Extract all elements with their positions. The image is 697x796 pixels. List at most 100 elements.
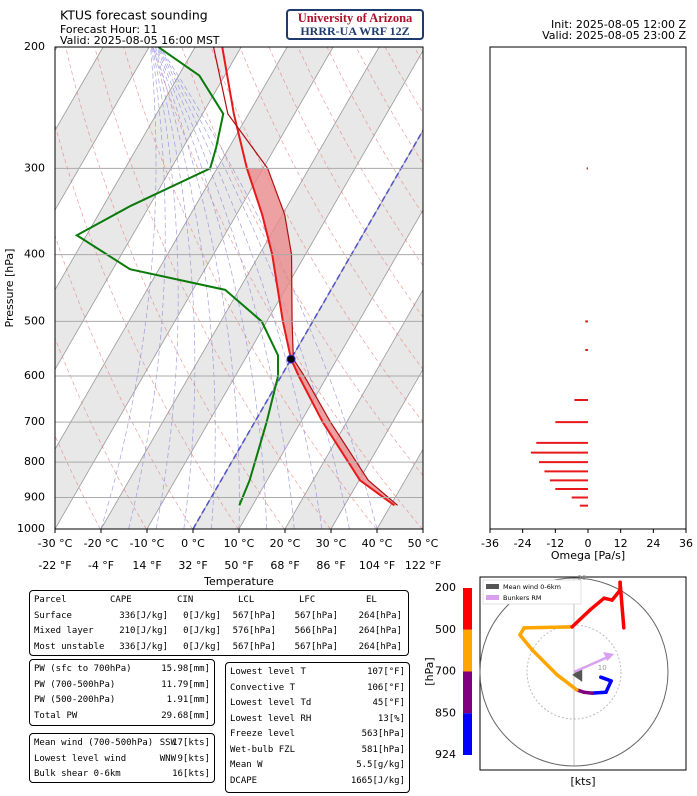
isotherm: [469, 47, 697, 529]
table-cell: 581[hPa]: [361, 744, 405, 755]
hodo-segment: [570, 608, 592, 629]
bunkers-head: [603, 652, 615, 662]
isotherm: [100, 47, 380, 529]
table-cell: 29.68[mm]: [161, 710, 210, 721]
plot-frame: [489, 46, 687, 530]
x-tick-label: 24: [646, 537, 660, 550]
dry-adiabat: [55, 234, 193, 529]
dry-adiabat: [355, 47, 423, 165]
table-cell: PW (sfc to 700hPa): [34, 664, 132, 674]
table-cell: 17[kts]: [172, 738, 210, 748]
x-tick-label: -24: [514, 537, 532, 550]
table-cell: 210[J/kg]: [119, 626, 168, 636]
y-axis-label: Pressure [hPa]: [3, 249, 16, 328]
table-row: Lowest level wind WNW 9[kts]: [30, 751, 214, 767]
x-axis-label: Temperature: [203, 575, 274, 588]
table-cell: 15.98[mm]: [161, 664, 210, 674]
dry-adiabat: [297, 47, 423, 267]
y-tick-label: 700: [24, 415, 45, 428]
x2-tick-label: 32 °F: [178, 559, 207, 572]
x-tick-label: -10 °C: [130, 537, 165, 550]
x-tick-label: -36: [481, 537, 499, 550]
x-tick-label: -12: [546, 537, 564, 550]
x-tick-label: 50 °C: [408, 537, 439, 550]
table-cell: 563[hPa]: [361, 729, 405, 739]
legend-label: Bunkers RM: [503, 594, 541, 602]
ring-label: 10: [598, 664, 607, 672]
hodo-segment: [604, 679, 613, 694]
x2-tick-label: 68 °F: [270, 559, 299, 572]
dry-adiabat: [65, 47, 285, 529]
table-cell: LCL: [238, 595, 255, 605]
table-row: Most unstable 336[J/kg] 0[J/kg] 567[hPa] 567…: [30, 639, 408, 655]
table-cell: 9[kts]: [177, 753, 210, 764]
colorbar-tick-label: 200: [435, 581, 456, 594]
hodo-segment: [618, 580, 626, 630]
table-cell: 264[hPa]: [358, 610, 402, 621]
table-cell: 1.91[mm]: [166, 695, 210, 705]
model: HRRR-UA WRF 12Z: [300, 24, 409, 38]
table-row: Total PW 29.68[mm]: [30, 708, 214, 724]
legend-swatch: [486, 584, 499, 589]
title: KTUS forecast sounding: [60, 8, 208, 23]
x-tick-label: 36: [679, 537, 693, 550]
table-cell: 45[°F]: [372, 698, 405, 708]
table-cell: 336[J/kg]: [119, 610, 168, 621]
lcl-point: [286, 354, 296, 364]
table-cell: 107[°F]: [367, 667, 405, 677]
table-cell: Freeze level: [230, 729, 296, 739]
mean-wind-marker: [572, 667, 583, 682]
dry-adiabat: [588, 47, 697, 529]
table-cell: 567[hPa]: [232, 610, 276, 621]
hodo-frame: [479, 576, 687, 771]
table-row: Mean W 5.5[g/kg]: [226, 757, 409, 773]
table-cell: 0[J/kg]: [183, 641, 221, 652]
moist-adiabat: [100, 47, 157, 529]
table-parcel: Parcel CAPE CIN LCL LFC EL Surface 336[J/kg] 0[J…: [29, 590, 409, 656]
table-row: DCAPE 1665[J/kg]: [226, 773, 409, 789]
table-cell: 567[hPa]: [232, 641, 276, 652]
table-cell: 0[J/kg]: [183, 610, 221, 621]
x2-tick-label: 104 °F: [359, 559, 395, 572]
table-cell: Mean wind (700-500hPa): [34, 738, 154, 748]
isotherm: [55, 47, 334, 529]
table-row: Mean wind (700-500hPa) SSW 17[kts]: [30, 735, 214, 751]
org: University of Arizona: [298, 11, 413, 25]
isotherm: [55, 47, 196, 291]
moist-adiabat: [158, 47, 350, 529]
isotherm: [55, 47, 104, 132]
dry-adiabat: [501, 47, 697, 529]
x-tick-label: -30 °C: [38, 537, 73, 550]
legend-swatch: [486, 595, 499, 600]
table-cell: Most unstable: [34, 641, 105, 652]
isotherm-band: [469, 47, 697, 529]
table-cell: 11.79[mm]: [161, 679, 210, 690]
init-time: Init: 2025-08-05 12:00 Z: [551, 18, 686, 31]
legend-box: [482, 579, 582, 605]
table-cell: SSW: [159, 738, 176, 748]
y-tick-label: 400: [24, 248, 45, 261]
table-cell: LFC: [299, 595, 316, 605]
x-tick-label: 10 °C: [224, 537, 255, 550]
x-tick-label: 30 °C: [316, 537, 347, 550]
table-row: Lowest level Td 45[°F]: [226, 695, 409, 711]
ring-label: 20: [578, 574, 587, 582]
table-cell: Total PW: [34, 710, 78, 721]
table-cell: DCAPE: [230, 775, 258, 786]
table-cell: 567[hPa]: [294, 641, 338, 652]
isotherm: [238, 209, 423, 529]
colorbar-segment: [463, 629, 472, 672]
hodo-segment: [599, 675, 613, 683]
table-cell: 576[hPa]: [232, 626, 276, 636]
y-tick-label: 600: [24, 369, 45, 382]
hodo-segment: [610, 588, 622, 602]
org-box: [286, 9, 424, 40]
colorbar-tick-label: 700: [435, 665, 456, 678]
isotherm: [422, 528, 423, 529]
x2-tick-label: -4 °F: [88, 559, 114, 572]
colorbar-label: [hPa]: [423, 657, 436, 685]
isotherm: [330, 368, 423, 529]
valid-time: Valid: 2025-08-05 23:00 Z: [542, 29, 686, 42]
valid-local: Valid: 2025-08-05 16:00 MST: [60, 34, 220, 47]
